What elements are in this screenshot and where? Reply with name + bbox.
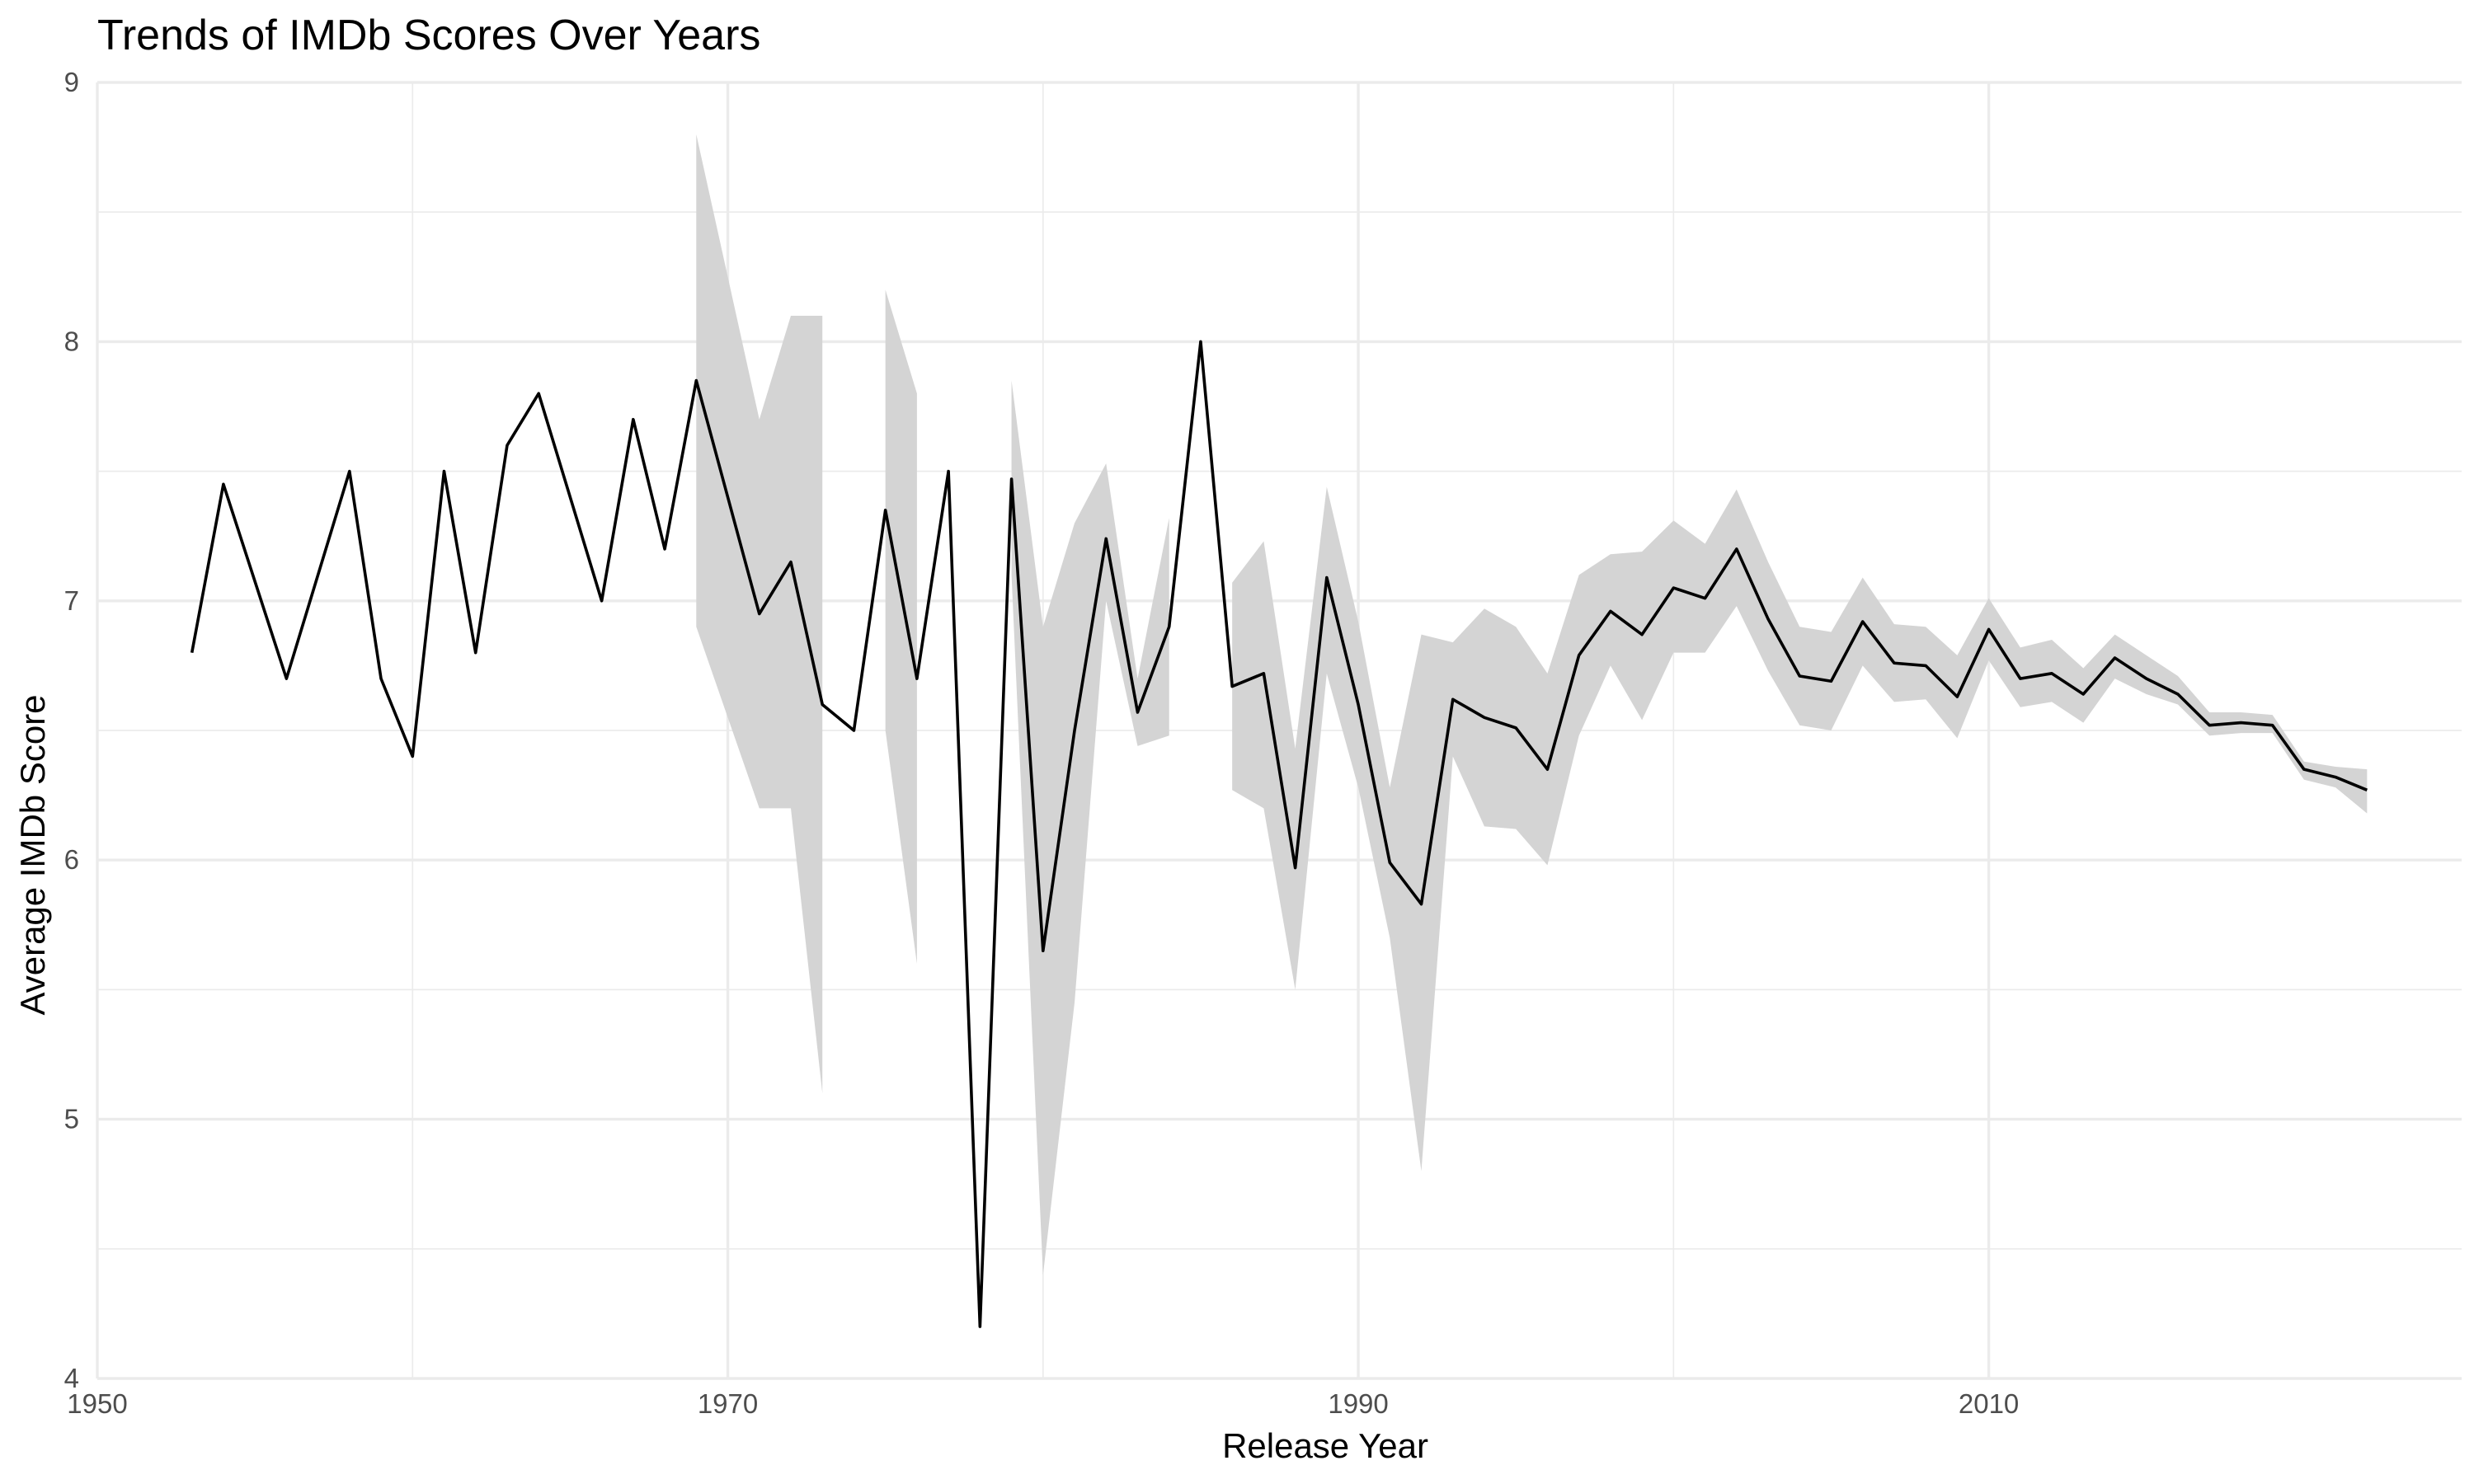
y-tick-label: 8 (64, 326, 79, 356)
y-tick-label: 7 (64, 585, 79, 616)
confidence-band (696, 134, 2368, 1275)
x-tick-label: 1970 (698, 1388, 758, 1419)
x-tick-label: 1950 (67, 1388, 127, 1419)
y-tick-label: 5 (64, 1104, 79, 1134)
confidence-band-segment (885, 289, 917, 964)
x-axis-title: Release Year (1222, 1426, 1428, 1465)
y-tick-label: 4 (64, 1363, 79, 1393)
x-tick-label: 2010 (1959, 1388, 2019, 1419)
x-tick-label: 1990 (1328, 1388, 1388, 1419)
confidence-band-segment (1232, 486, 2368, 1172)
axis-ticks: 1950 1970 1990 2010 4 5 6 7 8 9 (64, 67, 2020, 1419)
y-tick-label: 9 (64, 67, 79, 97)
confidence-band-segment (1011, 380, 1169, 1275)
chart-title: Trends of IMDb Scores Over Years (97, 12, 760, 59)
y-axis-title: Average IMDb Score (13, 694, 52, 1015)
grid (96, 81, 2462, 1380)
score-line (190, 340, 2368, 1328)
score-line-layer (190, 340, 2368, 1328)
y-tick-label: 6 (64, 844, 79, 875)
